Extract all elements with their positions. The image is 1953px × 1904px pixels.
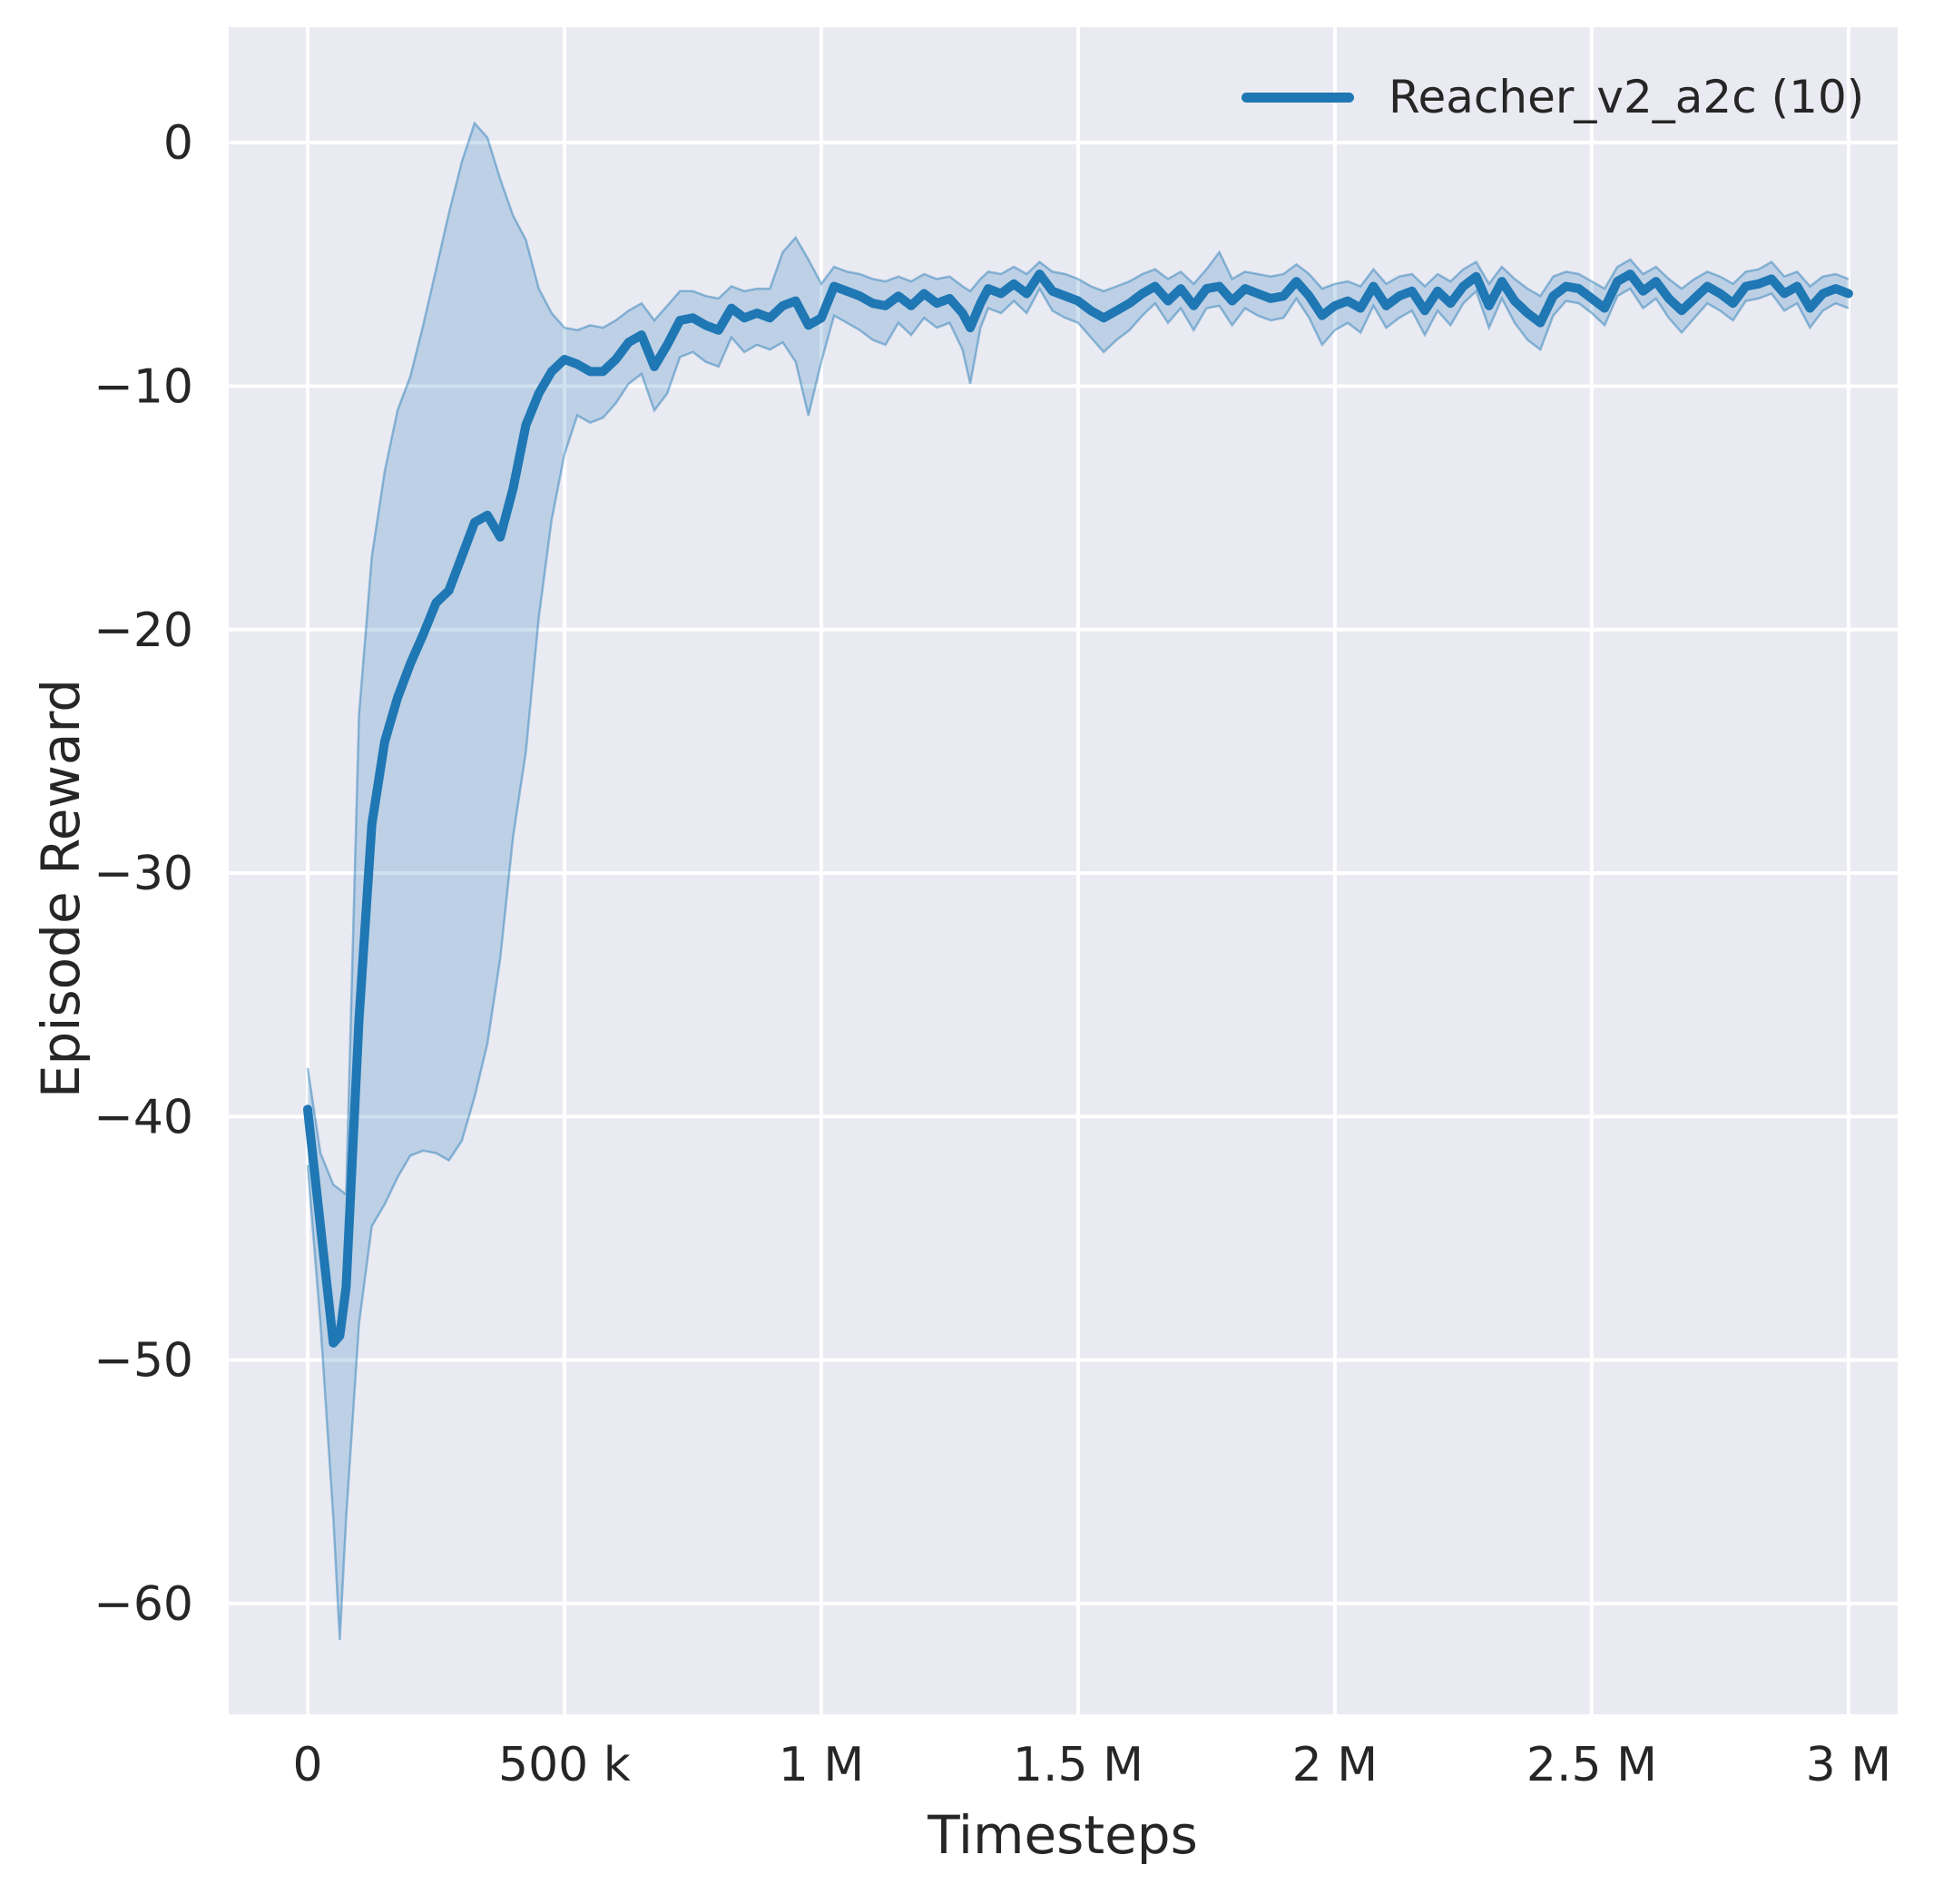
x-tick-label: 0 — [292, 1738, 322, 1792]
x-tick-label: 2 M — [1292, 1738, 1378, 1792]
band-lower-edge — [306, 286, 1850, 1641]
y-axis-title: Episode Reward — [30, 678, 92, 1099]
x-tick-label: 3 M — [1806, 1738, 1891, 1792]
y-tick-label: −50 — [93, 1334, 193, 1389]
y-tick-label: −10 — [93, 359, 193, 414]
legend-line-swatch — [1241, 92, 1354, 103]
band-upper-edge — [306, 121, 1850, 1197]
y-tick-label: −60 — [93, 1577, 193, 1632]
x-tick-label: 1.5 M — [1013, 1738, 1143, 1792]
x-tick-label: 500 k — [498, 1738, 631, 1792]
y-tick-label: −40 — [93, 1090, 193, 1144]
y-tick-label: −20 — [93, 604, 193, 658]
plot-area — [229, 27, 1898, 1714]
x-tick-label: 2.5 M — [1526, 1738, 1657, 1792]
mean-reward-line — [303, 270, 1853, 1348]
confidence-band — [308, 123, 1849, 1641]
x-axis-title: Timesteps — [927, 1804, 1198, 1866]
legend-label: Reacher_v2_a2c (10) — [1389, 71, 1865, 123]
legend: Reacher_v2_a2c (10) — [1241, 71, 1864, 123]
x-tick-label: 1 M — [779, 1738, 864, 1792]
y-tick-label: 0 — [163, 116, 193, 171]
y-tick-label: −30 — [93, 847, 193, 901]
